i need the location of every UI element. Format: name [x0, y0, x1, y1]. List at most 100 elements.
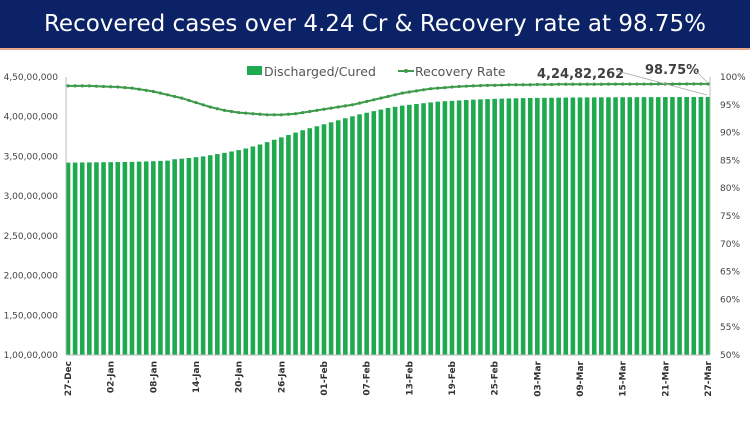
rate-point	[642, 82, 646, 86]
bar	[577, 97, 583, 356]
rate-point	[564, 82, 568, 86]
rate-point	[635, 82, 639, 86]
bar	[79, 162, 85, 355]
rate-point	[493, 83, 497, 87]
rate-point	[457, 84, 461, 89]
bar	[627, 97, 633, 355]
rate-point	[343, 104, 347, 108]
rate-point	[151, 89, 155, 94]
rate-point	[471, 84, 475, 88]
legend: Discharged/Cured Recovery Rate	[247, 64, 506, 79]
x-tick-label: 26-Jan	[277, 361, 287, 393]
rate-point	[293, 112, 298, 116]
bar	[151, 161, 156, 355]
x-tick-label: 21-Mar	[661, 360, 671, 396]
bar	[87, 162, 92, 355]
rate-point	[101, 84, 106, 89]
rate-point	[414, 89, 419, 93]
annotation-rate: 98.75%	[645, 63, 699, 78]
rate-point	[265, 113, 269, 117]
y-right-tick-label: 75%	[720, 212, 740, 222]
bar	[385, 107, 391, 355]
y-left-tick-label: 1,00,00,000	[4, 351, 59, 361]
bar	[471, 99, 476, 355]
rate-point	[123, 85, 127, 90]
bar	[648, 97, 654, 356]
bar	[620, 97, 625, 355]
y-right-tick-label: 80%	[720, 184, 740, 194]
bar	[335, 120, 341, 355]
bar	[115, 162, 121, 355]
legend-label-rate: Recovery Rate	[415, 64, 506, 79]
bar	[407, 104, 412, 355]
bar	[300, 130, 305, 355]
x-tick-label: 09-Mar	[576, 360, 586, 396]
rate-point	[649, 82, 653, 86]
bar	[556, 97, 561, 355]
axes	[65, 77, 711, 356]
rate-point	[244, 111, 248, 115]
rate-point	[450, 85, 454, 89]
rate-point	[628, 82, 632, 86]
bar	[399, 105, 405, 355]
bar	[357, 114, 362, 356]
rate-point	[535, 82, 539, 87]
bar	[506, 98, 512, 356]
bar	[485, 99, 490, 355]
y-left-tick-label: 2,00,00,000	[4, 272, 59, 282]
rate-point	[222, 108, 227, 112]
rate-point	[542, 82, 547, 87]
bar	[392, 106, 398, 356]
x-tick-label: 25-Feb	[491, 360, 501, 395]
rate-point	[372, 98, 376, 102]
bar	[478, 99, 483, 355]
rate-point	[279, 113, 283, 117]
rate-point	[272, 113, 276, 117]
bar	[599, 97, 604, 356]
bar	[350, 116, 355, 356]
bar	[286, 134, 291, 355]
rate-point	[578, 82, 582, 86]
rate-point	[350, 103, 355, 107]
x-tick-label: 19-Feb	[448, 360, 458, 395]
annotation-leader-discharged	[616, 70, 708, 96]
rate-point	[286, 112, 291, 116]
rate-point	[144, 88, 148, 92]
recovery-rate-points	[66, 82, 710, 117]
x-tick-label: 20-Jan	[235, 361, 245, 393]
bar	[243, 148, 249, 355]
bar	[613, 97, 618, 356]
x-tick-label: 07-Feb	[363, 360, 373, 395]
rate-point	[66, 84, 70, 88]
rate-point	[322, 107, 326, 111]
x-tick-label: 08-Jan	[149, 361, 159, 393]
rate-point	[613, 82, 618, 86]
rate-point	[80, 84, 84, 88]
bar	[421, 103, 426, 355]
rate-point	[130, 86, 134, 90]
bar	[158, 160, 163, 355]
annotations: 4,24,82,262 98.75%	[537, 63, 708, 96]
rate-point	[621, 82, 625, 86]
rate-point	[187, 98, 191, 102]
bar	[364, 112, 369, 355]
bar	[165, 160, 170, 355]
rate-point	[706, 82, 710, 86]
y-left-tick-label: 1,50,00,000	[4, 311, 59, 321]
rate-point	[357, 101, 362, 105]
bar-series	[65, 96, 711, 356]
y-right-tick-label: 55%	[720, 323, 740, 333]
rate-point	[557, 82, 561, 86]
y-right-tick-label: 70%	[720, 240, 740, 250]
bar	[513, 98, 519, 355]
y-left-tick-label: 2,50,00,000	[4, 232, 59, 242]
legend-swatch-discharged	[247, 66, 262, 75]
x-tick-label: 14-Jan	[192, 361, 202, 393]
rate-point	[393, 93, 397, 97]
bar	[129, 161, 135, 355]
y-right-tick-label: 50%	[720, 351, 740, 361]
rate-point	[670, 82, 675, 86]
bar	[414, 104, 419, 356]
rate-point	[87, 84, 91, 88]
bar	[179, 158, 185, 355]
